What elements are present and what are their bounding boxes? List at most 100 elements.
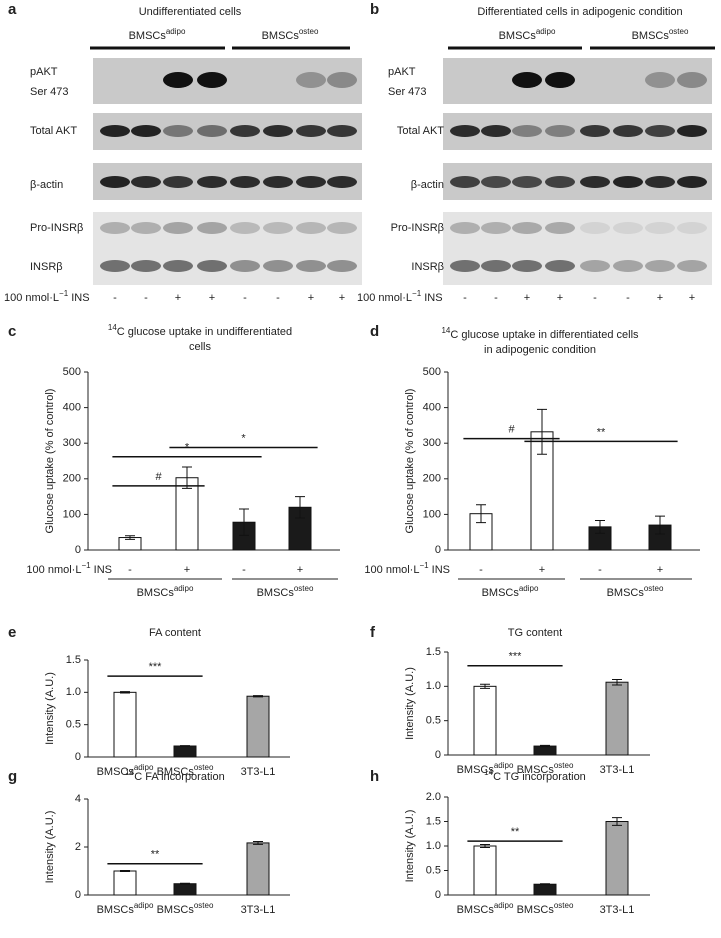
text-part: osteo bbox=[299, 27, 319, 36]
y-axis-label: Intensity (A.U.) bbox=[404, 667, 416, 740]
text-part: BMSCs bbox=[257, 587, 295, 599]
bar bbox=[605, 821, 629, 896]
blot-band bbox=[545, 222, 575, 234]
error-bar bbox=[253, 840, 263, 845]
lane-sign: - bbox=[494, 292, 498, 304]
text-part: adipo bbox=[536, 27, 556, 36]
blot-band bbox=[263, 125, 293, 137]
lane-sign: + bbox=[175, 292, 181, 304]
text-part: C TG incorporation bbox=[493, 771, 586, 783]
blot-band bbox=[580, 176, 610, 188]
blot-band bbox=[327, 176, 357, 188]
blot-band bbox=[481, 222, 511, 234]
y-tick-label: 0 bbox=[75, 751, 81, 763]
lane-sign: - bbox=[626, 292, 630, 304]
bar bbox=[246, 842, 270, 896]
treatment-sign: - bbox=[479, 564, 483, 576]
row-label: Ser 473 bbox=[388, 86, 427, 98]
row-label: Total AKT bbox=[397, 125, 444, 137]
blot-band bbox=[197, 176, 227, 188]
x-tick-label: BMSCsosteo bbox=[157, 763, 214, 778]
blot-band bbox=[100, 176, 130, 188]
treatment-sign: - bbox=[242, 564, 246, 576]
blot-band bbox=[512, 176, 542, 188]
x-tick-label: BMSCsadipo bbox=[97, 901, 154, 916]
y-tick-label: 0 bbox=[435, 889, 441, 901]
text-part: osteo bbox=[554, 761, 574, 770]
lane-sign: - bbox=[113, 292, 117, 304]
text-part: BMSCs bbox=[97, 766, 135, 778]
blot-band bbox=[645, 72, 675, 88]
bar bbox=[605, 681, 629, 756]
text-part: adipo bbox=[494, 901, 514, 910]
blot-band bbox=[327, 260, 357, 272]
text-part: BMSCs bbox=[157, 904, 195, 916]
x-tick-label: 3T3-L1 bbox=[600, 764, 635, 776]
blot-band bbox=[263, 176, 293, 188]
x-tick-label: BMSCsadipo bbox=[457, 901, 514, 916]
blot-band bbox=[481, 176, 511, 188]
text-part: INS bbox=[429, 564, 450, 576]
blot-band bbox=[677, 260, 707, 272]
treatment-sign: + bbox=[184, 564, 190, 576]
text-part: 14 bbox=[441, 326, 450, 335]
error-bar bbox=[253, 695, 263, 698]
x-tick-label: BMSCsosteo bbox=[517, 761, 574, 776]
treatment-sign: - bbox=[598, 564, 602, 576]
blot-band bbox=[296, 125, 326, 137]
text-part: adipo bbox=[174, 584, 194, 593]
panel-title: Differentiated cells in adipogenic condi… bbox=[477, 6, 682, 18]
text-part: C FA incorporation bbox=[134, 771, 225, 783]
lane-sign: - bbox=[463, 292, 467, 304]
row-label: β-actin bbox=[411, 179, 444, 191]
y-axis-label: Intensity (A.U.) bbox=[44, 672, 56, 745]
chart-title: in adipogenic condition bbox=[484, 344, 596, 356]
lane-sign: - bbox=[593, 292, 597, 304]
y-tick-label: 200 bbox=[63, 473, 81, 485]
y-tick-label: 2 bbox=[75, 841, 81, 853]
significance-mark: * bbox=[241, 432, 246, 444]
lane-sign: - bbox=[243, 292, 247, 304]
text-part: osteo bbox=[669, 27, 689, 36]
error-bar bbox=[480, 844, 490, 848]
text-part: 14 bbox=[125, 768, 134, 777]
error-bar bbox=[239, 508, 249, 536]
lane-sign: + bbox=[308, 292, 314, 304]
text-part: 14 bbox=[108, 323, 117, 332]
error-bar bbox=[540, 883, 550, 886]
blot-band bbox=[327, 72, 357, 88]
y-tick-label: 0 bbox=[75, 889, 81, 901]
blot-band bbox=[450, 176, 480, 188]
bar bbox=[113, 691, 137, 758]
y-tick-label: 0.5 bbox=[426, 715, 441, 727]
y-tick-label: 0 bbox=[75, 544, 81, 556]
lane-sign: + bbox=[209, 292, 215, 304]
blot-background bbox=[443, 212, 712, 285]
y-tick-label: 100 bbox=[423, 508, 441, 520]
text-part: osteo bbox=[194, 763, 214, 772]
blot-band bbox=[645, 222, 675, 234]
y-tick-label: 1.5 bbox=[426, 815, 441, 827]
error-bar bbox=[540, 744, 550, 748]
blot-background bbox=[93, 212, 362, 285]
text-part: BMSCs bbox=[457, 764, 495, 776]
blot-band bbox=[163, 176, 193, 188]
row-label: β-actin bbox=[30, 179, 63, 191]
chart-title: 14C glucose uptake in differentiated cel… bbox=[441, 326, 639, 341]
x-tick-label: BMSCsosteo bbox=[157, 901, 214, 916]
y-tick-label: 1.5 bbox=[426, 646, 441, 658]
text-part: BMSCs bbox=[517, 904, 555, 916]
bar bbox=[473, 845, 497, 896]
lane-sign: - bbox=[144, 292, 148, 304]
treatment-label: 100 nmol·L−1 INS bbox=[364, 561, 450, 576]
chart-title: 14C FA incorporation bbox=[125, 768, 224, 783]
error-bar bbox=[655, 515, 665, 535]
blot-band bbox=[512, 72, 542, 88]
text-part: BMSCs bbox=[97, 904, 135, 916]
y-tick-label: 300 bbox=[423, 437, 441, 449]
lane-sign: - bbox=[276, 292, 280, 304]
text-part: BMSCs bbox=[157, 766, 195, 778]
text-part: 100 nmol·L bbox=[26, 564, 81, 576]
significance-mark: ** bbox=[511, 826, 520, 838]
significance-mark: ** bbox=[151, 849, 160, 861]
